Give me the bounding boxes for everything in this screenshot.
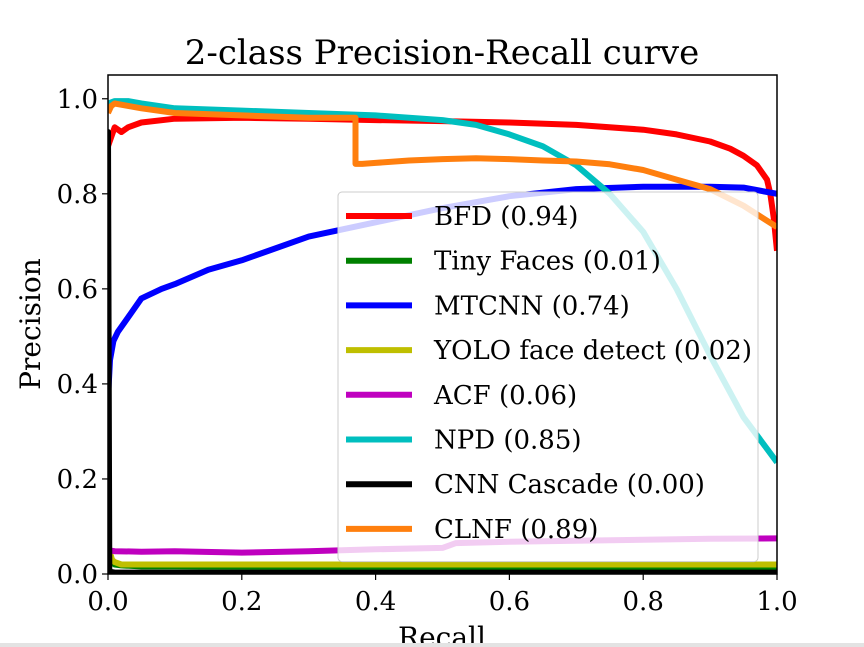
series-line-2 xyxy=(108,183,777,399)
x-axis-ticks: 0.0 0.2 0.4 0.6 0.8 1.0 xyxy=(87,574,798,617)
x-tick-label: 0.6 xyxy=(489,587,530,617)
y-tick-label: 0.2 xyxy=(57,465,98,495)
x-tick-label: 0.8 xyxy=(623,587,664,617)
chart-title: 2-class Precision-Recall curve xyxy=(185,33,699,73)
x-tick-label: 0.0 xyxy=(87,587,128,617)
legend-entry: ACF (0.06) xyxy=(433,381,577,411)
y-tick-label: 0.0 xyxy=(57,560,98,590)
window-bottom-edge xyxy=(0,643,864,647)
x-tick-label: 1.0 xyxy=(756,587,797,617)
y-tick-label: 1.0 xyxy=(57,85,98,115)
y-tick-label: 0.8 xyxy=(57,180,98,210)
legend-entry: BFD (0.94) xyxy=(434,202,578,232)
x-tick-label: 0.4 xyxy=(355,587,396,617)
legend-entry: YOLO face detect (0.02) xyxy=(433,336,752,366)
plot-frame xyxy=(107,74,778,575)
y-tick-label: 0.6 xyxy=(57,275,98,305)
legend-entry: CLNF (0.89) xyxy=(434,515,598,545)
legend-entry: CNN Cascade (0.00) xyxy=(434,470,705,500)
x-tick-label: 0.2 xyxy=(221,587,262,617)
legend-box xyxy=(337,191,759,563)
y-tick-label: 0.4 xyxy=(57,370,98,400)
x-axis-label: Recall xyxy=(398,621,486,647)
series-line-0 xyxy=(108,114,777,252)
legend: BFD (0.94) Tiny Faces (0.01) MTCNN (0.74) Y… xyxy=(337,191,759,563)
y-axis-ticks: 0.0 0.2 0.4 0.6 0.8 1.0 xyxy=(57,85,108,590)
legend-entry: NPD (0.85) xyxy=(434,426,582,456)
legend-entry: MTCNN (0.74) xyxy=(434,291,630,321)
legend-entry: Tiny Faces (0.01) xyxy=(434,247,661,277)
series-line-7 xyxy=(108,100,777,230)
y-axis-label: Precision xyxy=(14,258,47,390)
